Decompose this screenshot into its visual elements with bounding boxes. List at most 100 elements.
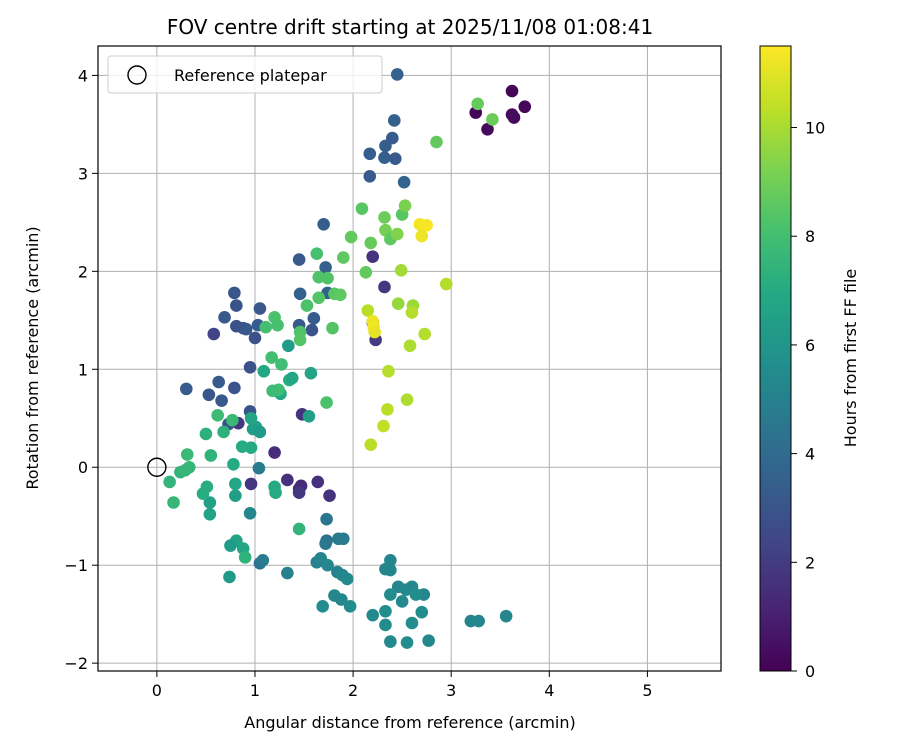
data-point [472, 614, 485, 628]
y-tick-label: −2 [64, 654, 88, 673]
x-tick-label: 4 [544, 681, 554, 700]
data-point [230, 299, 243, 312]
data-point [415, 229, 429, 243]
data-point [202, 388, 216, 402]
data-point [355, 202, 369, 215]
data-point [229, 489, 242, 502]
data-point [384, 588, 397, 601]
data-point [394, 264, 408, 277]
data-point [285, 371, 299, 385]
data-point [319, 261, 332, 274]
data-point [292, 486, 306, 500]
data-point [382, 364, 395, 378]
data-point [228, 381, 241, 395]
data-point [430, 135, 443, 149]
data-point [248, 331, 262, 345]
data-point [243, 506, 257, 520]
data-point [499, 609, 513, 623]
colorbar [759, 45, 792, 672]
y-axis-ticks: −2 −1 0 1 2 3 4 [64, 66, 98, 673]
legend-marker-icon [127, 65, 147, 85]
grid [98, 46, 721, 671]
data-point [505, 108, 519, 121]
data-point [415, 605, 429, 619]
data-point [378, 211, 391, 224]
data-point [384, 563, 397, 577]
data-point [302, 409, 316, 423]
data-point [384, 635, 397, 648]
data-point [223, 570, 236, 584]
data-point [316, 600, 329, 613]
data-point [203, 496, 217, 509]
data-point [275, 358, 288, 371]
scatter-points [163, 68, 532, 649]
data-point [305, 323, 319, 337]
data-point [379, 604, 392, 618]
data-point [409, 588, 423, 601]
data-point [439, 277, 453, 291]
data-point [252, 461, 266, 475]
data-point [238, 551, 252, 564]
data-point [335, 593, 348, 606]
data-point [391, 297, 405, 310]
data-point [388, 152, 402, 165]
data-point [300, 299, 314, 312]
colorbar-tick-label: 8 [805, 227, 815, 246]
data-point [253, 425, 267, 439]
x-tick-label: 0 [152, 681, 162, 700]
data-point [235, 440, 249, 453]
data-point [307, 312, 321, 325]
colorbar-tick-label: 10 [805, 119, 825, 138]
data-point [196, 487, 210, 500]
colorbar-label: Hours from first FF file [841, 269, 860, 448]
data-point [381, 403, 394, 416]
x-axis-label: Angular distance from reference (arcmin) [244, 713, 575, 732]
colorbar-tick-label: 0 [805, 662, 815, 681]
data-point [390, 68, 404, 81]
data-point [481, 122, 494, 136]
data-point [364, 236, 378, 250]
data-point [265, 351, 278, 364]
data-point [505, 84, 519, 98]
data-point [228, 286, 241, 300]
data-point [418, 327, 432, 341]
data-point [397, 175, 411, 189]
data-point [390, 227, 404, 241]
data-point [379, 139, 392, 153]
data-point [266, 384, 279, 398]
data-point [320, 396, 333, 409]
data-point [366, 250, 380, 263]
colorbar-tick-label: 2 [805, 553, 815, 572]
data-point [268, 446, 281, 459]
data-point [379, 618, 392, 632]
data-point [323, 489, 336, 502]
data-point [212, 375, 225, 389]
data-point [317, 217, 330, 231]
data-point [334, 288, 347, 302]
data-point [363, 169, 377, 183]
y-tick-label: 4 [78, 66, 88, 85]
data-point [398, 199, 412, 212]
data-point [320, 512, 333, 526]
x-tick-label: 1 [250, 681, 260, 700]
data-point [167, 496, 180, 509]
data-point [405, 306, 419, 319]
plot-frame [97, 45, 722, 672]
legend: Reference platepar [107, 55, 383, 94]
data-point [293, 287, 307, 301]
data-point [227, 457, 240, 471]
y-tick-label: 1 [78, 360, 88, 379]
data-point [321, 558, 334, 572]
data-point [292, 253, 306, 266]
data-point [359, 265, 373, 279]
data-point [377, 419, 390, 433]
data-point [271, 318, 284, 332]
data-point [387, 114, 401, 127]
x-axis-ticks: 0 1 2 3 4 5 [152, 671, 653, 700]
data-point [293, 333, 307, 347]
data-point [400, 393, 414, 406]
data-point [422, 634, 435, 647]
data-point [281, 473, 294, 487]
x-tick-label: 3 [446, 681, 456, 700]
